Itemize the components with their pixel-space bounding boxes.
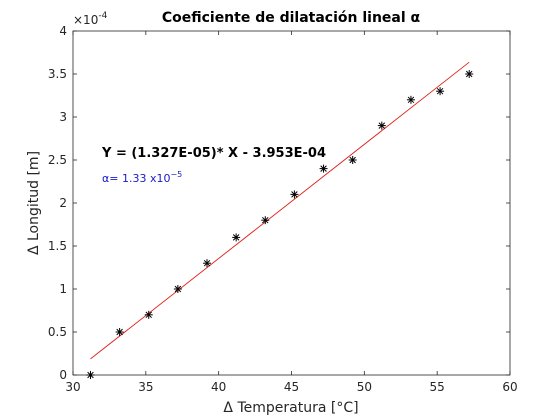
y-axis-tick-labels: 0 0.5 1 1.5 2 2.5 3 3.5 4: [48, 24, 67, 382]
data-point: [173, 285, 182, 293]
y-axis-ticks: [73, 30, 510, 376]
x-tick-label: 50: [357, 380, 372, 394]
alpha-power: −5: [170, 170, 182, 179]
data-point: [377, 121, 386, 130]
y-tick-label: 4: [59, 24, 67, 38]
data-point: [232, 233, 241, 242]
y-tick-label: 3: [59, 110, 67, 124]
axes-box: [72, 30, 511, 376]
y-tick-label: 2.5: [48, 153, 67, 167]
data-point: [348, 156, 357, 164]
y-exponent-base: ×10: [73, 13, 98, 27]
x-tick-label: 30: [65, 380, 80, 394]
data-point: [319, 164, 328, 173]
fit-equation: Y = (1.327E-05)* X - 3.953E-04: [101, 146, 326, 161]
data-point: [115, 328, 124, 336]
x-tick-label: 55: [430, 380, 445, 394]
x-tick-label: 40: [211, 380, 226, 394]
y-tick-label: 2: [59, 196, 67, 210]
data-point: [86, 371, 95, 379]
x-axis-ticks: [72, 31, 511, 375]
alpha-annotation: α= 1.33 x10−5: [102, 170, 182, 185]
data-point: [436, 87, 445, 96]
data-point: [465, 70, 474, 78]
y-tick-label: 0.5: [48, 325, 67, 339]
alpha-prefix: α= 1.33 x10: [102, 172, 170, 185]
data-point: [144, 310, 153, 319]
y-axis-exponent: ×10-4: [73, 11, 108, 27]
x-axis-label: Δ Temperatura [°C]: [223, 400, 358, 416]
data-points: [86, 70, 474, 379]
y-tick-label: 1: [59, 282, 67, 296]
y-tick-label: 1.5: [48, 239, 67, 253]
y-axis-label: Δ Longitud [m]: [26, 151, 42, 255]
data-point: [261, 216, 270, 225]
x-tick-label: 45: [284, 380, 299, 394]
fit-line: [90, 61, 470, 360]
x-tick-label: 35: [138, 380, 153, 394]
data-point: [290, 190, 299, 199]
x-axis-tick-labels: 30 35 40 45 50 55 60: [65, 380, 517, 394]
data-point: [203, 259, 212, 268]
y-exponent-power: -4: [98, 11, 107, 21]
chart-title: Coeficiente de dilatación lineal α: [162, 10, 421, 26]
y-tick-label: 3.5: [48, 67, 67, 81]
data-point: [406, 95, 415, 104]
y-tick-label: 0: [59, 368, 67, 382]
x-tick-label: 60: [502, 380, 517, 394]
